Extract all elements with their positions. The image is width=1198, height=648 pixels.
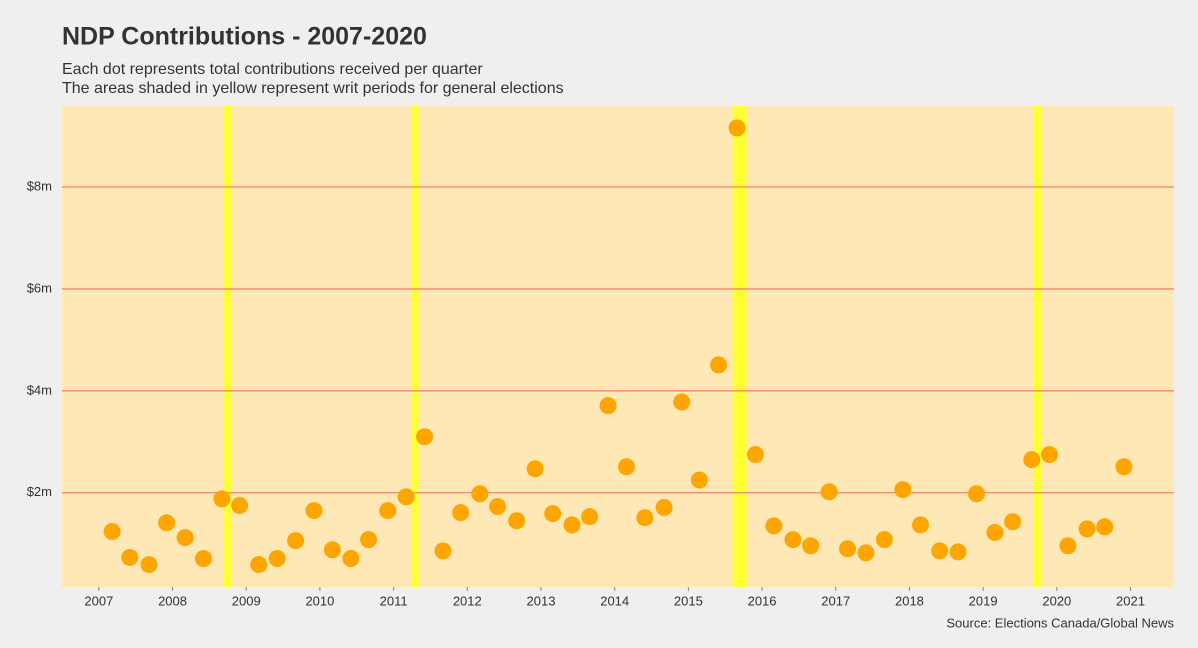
chart-subtitle: The areas shaded in yellow represent wri… xyxy=(62,80,564,97)
data-point xyxy=(839,540,857,558)
data-point xyxy=(323,541,341,559)
data-point xyxy=(765,517,783,535)
data-point xyxy=(1059,537,1077,555)
data-point xyxy=(1023,451,1041,469)
data-point xyxy=(802,537,820,555)
data-point xyxy=(158,514,176,532)
data-point xyxy=(1096,518,1114,536)
data-point xyxy=(434,542,452,560)
data-point xyxy=(968,485,986,503)
y-tick-label: $4m xyxy=(27,382,52,397)
x-tick-label: 2011 xyxy=(380,593,408,608)
data-point xyxy=(1040,446,1058,464)
data-point xyxy=(563,516,581,534)
data-point xyxy=(728,119,746,137)
data-point xyxy=(784,531,802,549)
data-point xyxy=(875,531,893,549)
data-point xyxy=(397,488,415,506)
data-point xyxy=(655,499,673,517)
data-point xyxy=(986,523,1004,541)
data-point xyxy=(1078,520,1096,538)
data-point xyxy=(342,549,360,567)
data-point xyxy=(140,556,158,574)
writ-period xyxy=(412,106,419,587)
data-point xyxy=(526,460,544,478)
x-tick-label: 2020 xyxy=(1042,593,1071,608)
x-tick-label: 2017 xyxy=(821,593,850,608)
data-point xyxy=(673,393,691,411)
chart-title: NDP Contributions - 2007-2020 xyxy=(62,23,427,51)
data-point xyxy=(416,428,434,446)
data-point xyxy=(287,532,305,550)
data-point xyxy=(268,549,286,567)
x-tick-label: 2012 xyxy=(453,593,482,608)
data-point xyxy=(508,512,526,530)
data-point xyxy=(250,556,268,574)
x-tick-label: 2009 xyxy=(232,593,261,608)
data-point xyxy=(360,531,378,549)
data-point xyxy=(599,397,617,415)
data-point xyxy=(690,471,708,489)
x-tick-label: 2015 xyxy=(674,593,703,608)
data-point xyxy=(544,505,562,523)
chart-subtitle: Each dot represents total contributions … xyxy=(62,61,483,78)
data-point xyxy=(746,446,764,464)
data-point xyxy=(121,548,139,566)
data-point xyxy=(231,496,249,514)
data-point xyxy=(103,522,121,540)
source-note: Source: Elections Canada/Global News xyxy=(946,615,1174,630)
x-tick-label: 2010 xyxy=(305,593,334,608)
data-point xyxy=(581,508,599,526)
data-point xyxy=(820,483,838,501)
data-point xyxy=(1115,458,1133,476)
data-point xyxy=(617,458,635,476)
data-point xyxy=(912,516,930,534)
writ-period xyxy=(732,106,747,587)
data-point xyxy=(379,502,397,520)
x-tick-label: 2016 xyxy=(748,593,777,608)
writ-period xyxy=(224,106,232,587)
data-point xyxy=(471,485,489,503)
data-point xyxy=(176,529,194,547)
x-tick-label: 2021 xyxy=(1116,593,1145,608)
y-tick-label: $8m xyxy=(27,178,52,193)
x-tick-label: 2014 xyxy=(600,593,629,608)
data-point xyxy=(489,497,507,515)
y-tick-label: $2m xyxy=(27,484,52,499)
x-tick-label: 2007 xyxy=(84,593,113,608)
data-point xyxy=(931,542,949,560)
data-point xyxy=(636,509,654,527)
x-tick-label: 2008 xyxy=(158,593,187,608)
x-tick-label: 2013 xyxy=(527,593,556,608)
y-tick-label: $6m xyxy=(27,280,52,295)
data-point xyxy=(213,490,231,508)
data-point xyxy=(452,504,470,522)
data-point xyxy=(949,543,967,561)
data-point xyxy=(305,502,323,520)
data-point xyxy=(194,549,212,567)
data-point xyxy=(894,481,912,499)
x-tick-label: 2018 xyxy=(895,593,924,608)
data-point xyxy=(857,544,875,562)
x-tick-label: 2019 xyxy=(969,593,998,608)
data-point xyxy=(710,356,728,374)
data-point xyxy=(1004,513,1022,531)
writ-period xyxy=(1033,106,1043,587)
